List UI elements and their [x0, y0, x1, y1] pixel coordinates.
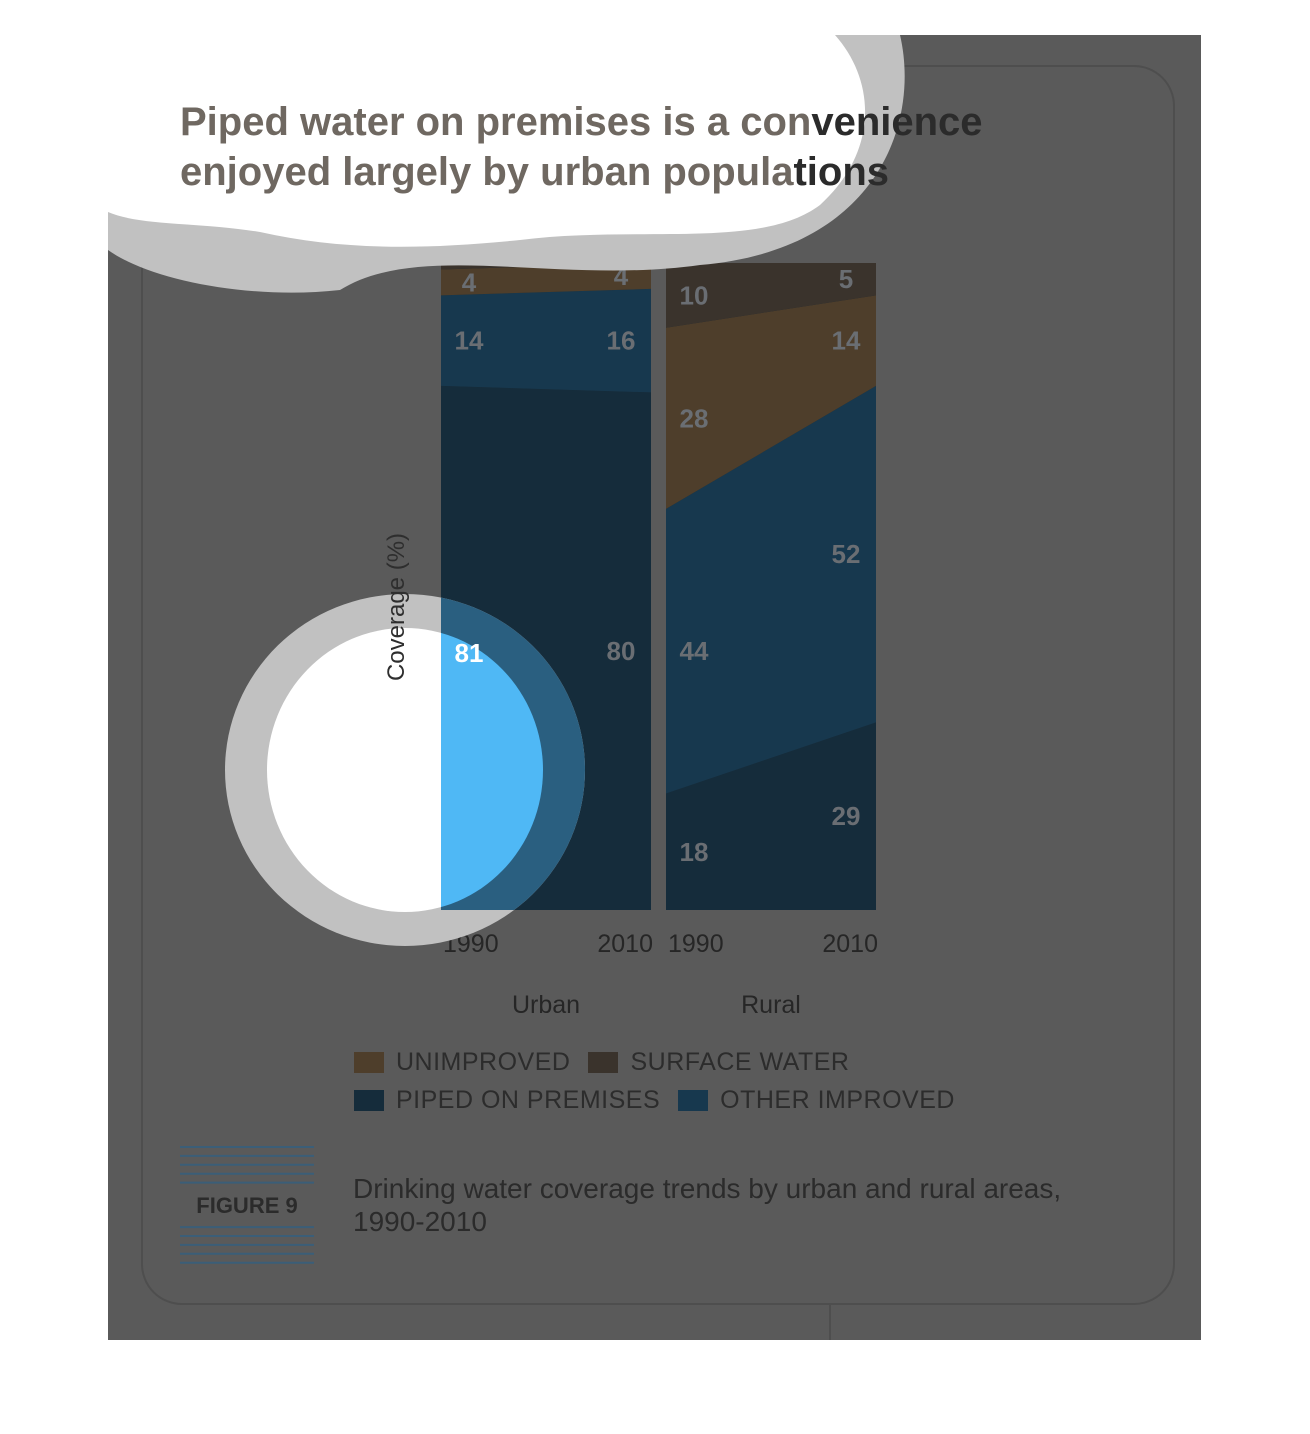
rural-area-piped-on-premises [666, 722, 876, 910]
rural-value-label-surface-water-1990: 10 [680, 280, 709, 310]
rural-value-label-piped-on-premises-1990: 18 [680, 837, 709, 867]
urban-value-label-piped-on-premises-2010: 80 [607, 636, 636, 666]
rural-value-label-unimproved-1990: 28 [680, 403, 709, 433]
urban-value-label-other-improved-2010: 16 [607, 326, 636, 356]
rural-area-unimproved [666, 295, 876, 509]
rural-value-label-surface-water-2010: 5 [839, 264, 853, 294]
rural-value-label-unimproved-2010: 14 [832, 326, 861, 356]
urban-group-label: Urban [512, 991, 580, 1019]
rural-area-other-improved [666, 385, 876, 794]
urban-area-other-improved [441, 288, 651, 393]
stacked-area-chart: 8180141644119902010Urban1829445228141051… [441, 228, 878, 1019]
y-axis-label: Coverage (%) [383, 533, 410, 681]
rural-group-label: Rural [741, 991, 801, 1019]
urban-area-unimproved [441, 263, 651, 296]
urban-value-label-other-improved-1990: 14 [455, 326, 484, 356]
rural-value-label-piped-on-premises-2010: 29 [832, 801, 861, 831]
rural-area-surface-water [666, 263, 876, 328]
urban-x-tick-2010: 2010 [597, 930, 653, 958]
rural-value-label-other-improved-2010: 52 [832, 539, 861, 569]
cloud-overlay [108, 35, 866, 247]
urban-value-label-unimproved-1990: 4 [462, 267, 477, 297]
urban-value-label-piped-1990-overlay: 81 [455, 638, 484, 668]
rural-x-tick-1990: 1990 [668, 930, 724, 958]
rural-value-label-other-improved-1990: 44 [680, 636, 709, 666]
rural-x-tick-2010: 2010 [822, 930, 878, 958]
